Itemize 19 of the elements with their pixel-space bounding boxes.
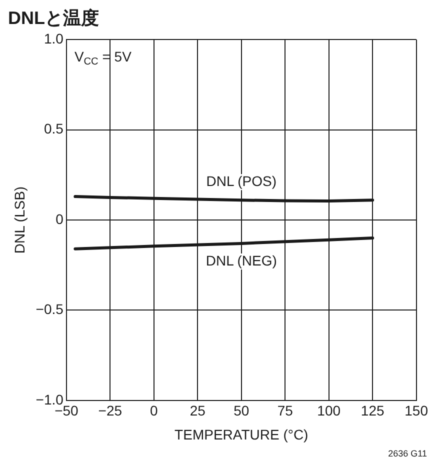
y-axis-title: DNL (LSB) [11, 186, 28, 254]
y-tick-label: −1.0 [36, 391, 64, 408]
x-tick-label: 0 [150, 402, 158, 419]
text: 2636 G11 [388, 448, 427, 458]
x-tick-label: 150 [404, 402, 428, 419]
y-tick-label: 0.5 [44, 120, 64, 137]
series-label: DNL (POS) [206, 173, 277, 190]
series-label: DNL (NEG) [206, 252, 277, 268]
y-tick-label: 1.0 [44, 30, 64, 46]
x-tick-label: 75 [277, 402, 294, 419]
x-tick-label: −25 [98, 402, 122, 419]
x-tick-label: 50 [234, 402, 250, 419]
x-tick-label: 125 [360, 402, 384, 419]
x-tick-label: 100 [317, 402, 341, 419]
y-tick-label: −0.5 [36, 301, 64, 318]
x-axis-title: TEMPERATURE (°C) [174, 426, 308, 442]
y-tick-label: 0 [56, 210, 64, 227]
x-tick-label: 25 [190, 402, 206, 419]
chart-title: DNLと温度 [8, 8, 99, 28]
